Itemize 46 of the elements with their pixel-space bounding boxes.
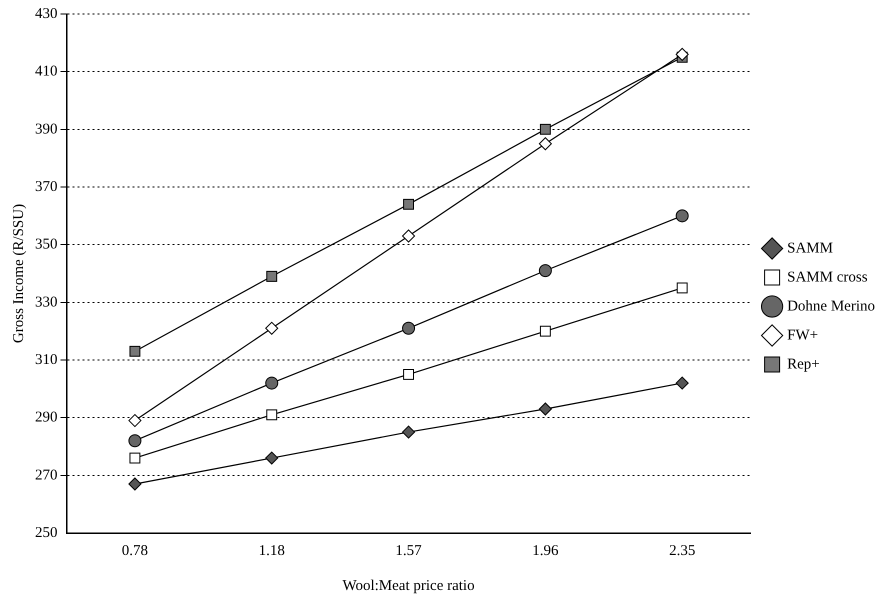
- point: [676, 376, 689, 390]
- point: [540, 326, 551, 337]
- y-tick-label: 250: [35, 524, 58, 541]
- point: [538, 137, 552, 150]
- x-tick-label: 1.18: [258, 542, 285, 559]
- point: [265, 376, 278, 390]
- point: [128, 434, 142, 448]
- legend-label: Dohne Merino: [787, 298, 876, 314]
- point: [538, 402, 552, 416]
- point: [265, 452, 278, 465]
- x-tick-label: 2.35: [669, 542, 696, 559]
- y-tick-label: 310: [35, 352, 58, 368]
- point: [676, 48, 689, 61]
- point: [129, 452, 140, 464]
- legend-label: FW+: [787, 327, 818, 344]
- point: [266, 409, 278, 420]
- legend-label: SAMM cross: [787, 269, 868, 286]
- point: [538, 264, 552, 278]
- point: [402, 322, 416, 335]
- point: [540, 124, 551, 135]
- y-tick-label: 350: [35, 236, 58, 253]
- y-tick-label: 370: [35, 178, 58, 195]
- y-tick-label: 270: [35, 467, 58, 484]
- point: [403, 368, 414, 380]
- y-tick-label: 410: [35, 64, 58, 80]
- y-axis-title: Gross Income (R/SSU): [10, 204, 27, 344]
- x-axis-title: Wool:Meat price ratio: [342, 578, 475, 594]
- x-tick-label: 1.57: [395, 542, 422, 559]
- y-tick-label: 290: [35, 410, 58, 426]
- y-tick-label: 390: [35, 121, 58, 138]
- x-tick-label: 1.96: [532, 542, 559, 559]
- point: [676, 282, 688, 294]
- legend-label: SAMM: [787, 240, 833, 256]
- point: [402, 426, 416, 439]
- point: [403, 198, 414, 210]
- point: [129, 346, 140, 357]
- y-tick-label: 430: [35, 6, 58, 22]
- point: [402, 230, 416, 243]
- legend-label: Rep+: [787, 356, 820, 372]
- y-tick-label: 330: [35, 294, 58, 310]
- point: [266, 270, 278, 282]
- point: [128, 477, 142, 490]
- point: [128, 414, 142, 428]
- point: [676, 209, 689, 222]
- point: [265, 322, 278, 335]
- x-tick-label: 0.78: [122, 542, 148, 559]
